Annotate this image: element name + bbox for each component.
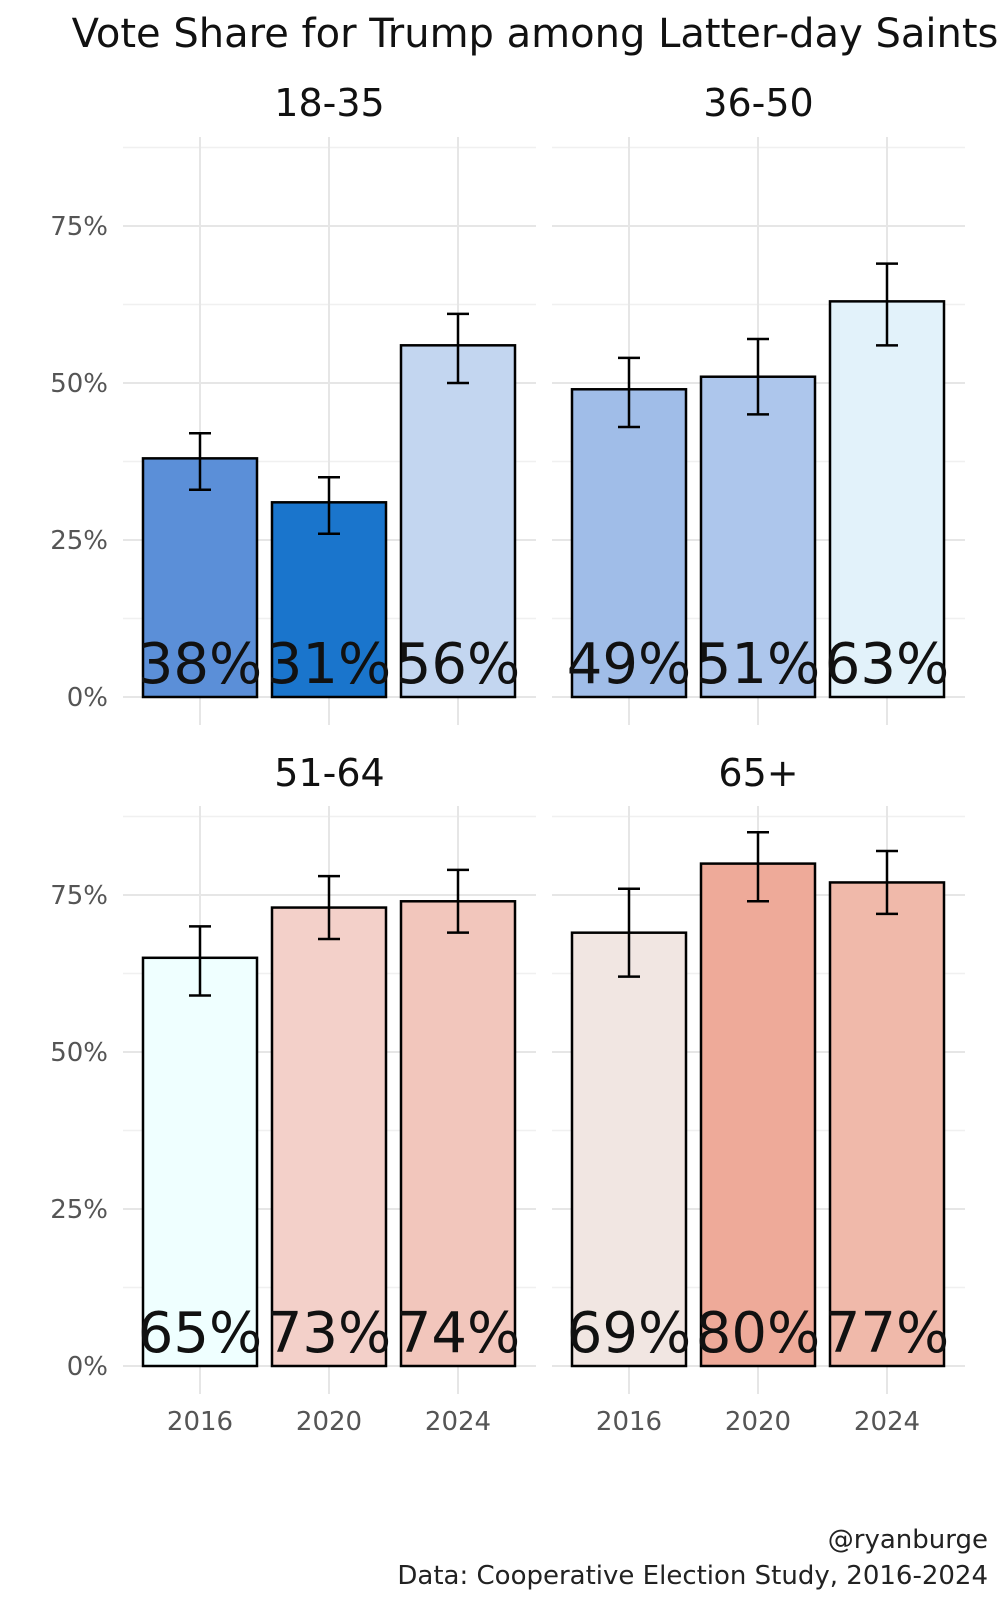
bar-65plus-2016 xyxy=(570,931,688,1368)
bar-18-35-2016 xyxy=(141,457,259,699)
bar-51-64-2020 xyxy=(270,906,388,1368)
data-label-51-64-2020: 73% xyxy=(267,1301,391,1366)
data-label-65plus-2020: 80% xyxy=(696,1301,820,1366)
bar-18-35-2024 xyxy=(399,344,517,699)
bar-51-64-2024 xyxy=(399,900,517,1368)
y-tick-label: 75% xyxy=(50,212,108,242)
y-tick-label: 25% xyxy=(50,526,108,556)
data-label-51-64-2016: 65% xyxy=(138,1301,262,1366)
data-label-36-50-2020: 51% xyxy=(696,632,820,697)
y-tick-label: 25% xyxy=(50,1195,108,1225)
y-tick-label: 50% xyxy=(50,369,108,399)
bar-65plus-2024 xyxy=(828,881,946,1368)
data-label-18-35-2020: 31% xyxy=(267,632,391,697)
data-label-65plus-2024: 77% xyxy=(825,1301,949,1366)
plot-area: 0% 25% 50% 75% 18-35 38% 31% 56% 36-50 49% 51% 63% 0… xyxy=(50,81,965,1437)
data-label-36-50-2024: 63% xyxy=(825,632,949,697)
x-tick-label: 2024 xyxy=(854,1407,920,1437)
x-tick-label: 2020 xyxy=(296,1407,362,1437)
x-tick-label: 2024 xyxy=(425,1407,491,1437)
facet-label-36-50: 36-50 xyxy=(703,81,813,125)
bar-36-50-2020 xyxy=(699,375,817,699)
y-tick-label: 0% xyxy=(67,683,108,713)
x-tick-label: 2016 xyxy=(167,1407,233,1437)
caption-source: Data: Cooperative Election Study, 2016-2… xyxy=(397,1561,988,1591)
x-tick-label: 2016 xyxy=(596,1407,662,1437)
bar-36-50-2016 xyxy=(570,388,688,699)
x-tick-label: 2020 xyxy=(725,1407,791,1437)
data-label-65plus-2016: 69% xyxy=(567,1301,691,1366)
facet-label-65plus: 65+ xyxy=(718,751,798,795)
y-tick-label: 75% xyxy=(50,881,108,911)
facet-label-51-64: 51-64 xyxy=(274,751,384,795)
data-label-18-35-2016: 38% xyxy=(138,632,262,697)
data-label-18-35-2024: 56% xyxy=(396,632,520,697)
chart-title: Vote Share for Trump among Latter-day Sa… xyxy=(72,11,999,57)
facet-label-18-35: 18-35 xyxy=(274,81,384,125)
data-label-51-64-2024: 74% xyxy=(396,1301,520,1366)
data-label-36-50-2016: 49% xyxy=(567,632,691,697)
y-tick-label: 0% xyxy=(67,1352,108,1382)
bar-36-50-2024 xyxy=(828,300,946,699)
bar-51-64-2016 xyxy=(141,956,259,1368)
y-tick-label: 50% xyxy=(50,1038,108,1068)
bar-65plus-2020 xyxy=(699,862,817,1368)
caption-handle: @ryanburge xyxy=(828,1525,988,1555)
